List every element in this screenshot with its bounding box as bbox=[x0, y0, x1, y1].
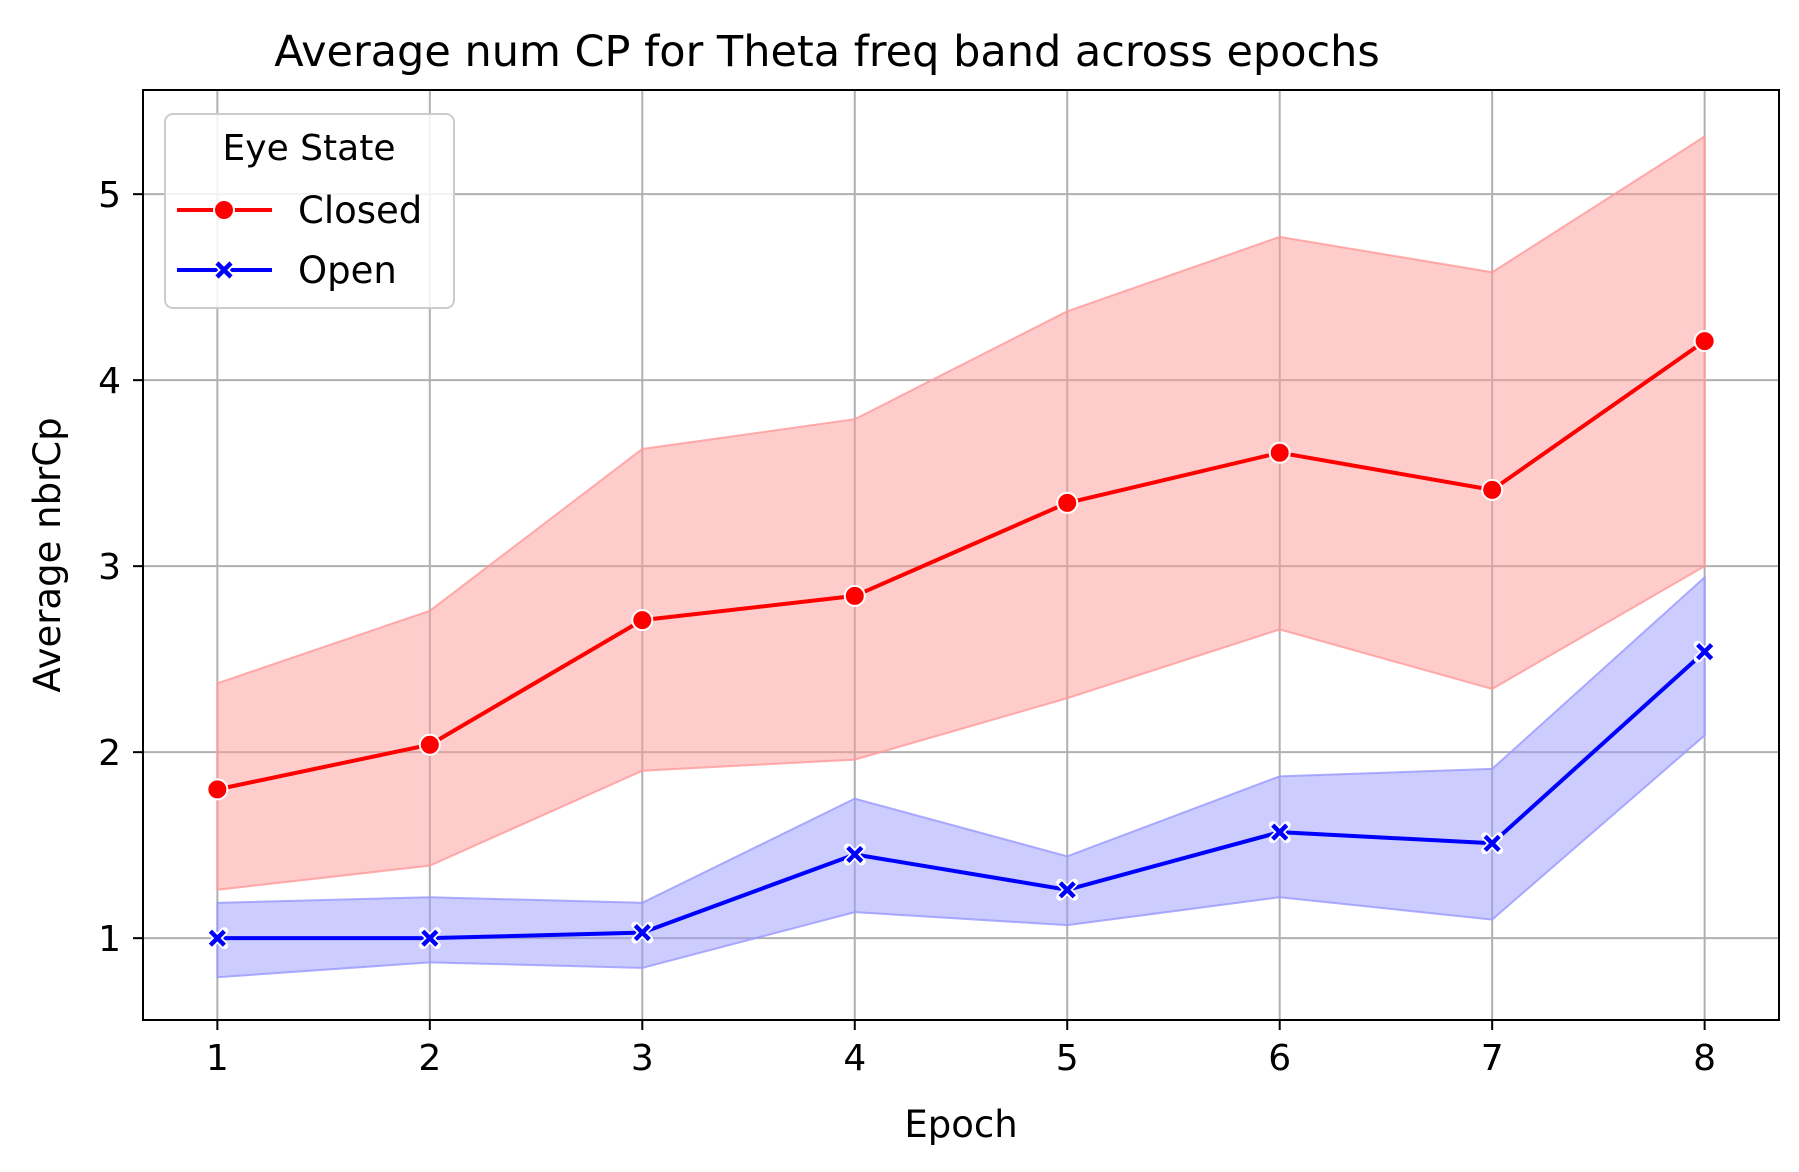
data-point-open bbox=[418, 927, 441, 950]
legend-item-open: Open bbox=[177, 249, 397, 292]
data-point-closed bbox=[1056, 491, 1079, 514]
x-tick-label: 4 bbox=[843, 1038, 866, 1079]
plot-frame bbox=[142, 89, 1780, 1021]
x-axis-ticks: 1 2 3 4 5 6 7 8 bbox=[206, 1020, 1716, 1079]
legend-marker-circle bbox=[213, 199, 235, 221]
data-point-open bbox=[206, 927, 229, 950]
y-axis-label: Average nbrCp bbox=[26, 417, 69, 692]
y-tick-label: 4 bbox=[98, 361, 121, 402]
x-tick-label: 6 bbox=[1268, 1038, 1291, 1079]
data-point-open bbox=[1056, 878, 1079, 901]
data-point-open bbox=[1268, 821, 1291, 844]
data-point-closed bbox=[1268, 441, 1291, 464]
x-tick-label: 2 bbox=[418, 1038, 441, 1079]
x-tick-label: 3 bbox=[631, 1038, 654, 1079]
data-point-open bbox=[843, 843, 866, 866]
y-tick-label: 2 bbox=[98, 733, 121, 774]
x-tick-label: 5 bbox=[1056, 1038, 1079, 1079]
data-point-open bbox=[631, 921, 654, 944]
series-line-closed bbox=[216, 339, 1706, 792]
x-tick-label: 7 bbox=[1481, 1038, 1504, 1079]
x-axis-label: Epoch bbox=[904, 1103, 1017, 1146]
data-point-closed bbox=[843, 584, 866, 607]
series-line-open bbox=[217, 650, 1706, 941]
legend-marker-x bbox=[215, 261, 233, 279]
x-tick-label: 1 bbox=[206, 1038, 229, 1079]
data-point-open bbox=[1693, 640, 1716, 663]
x-tick-label: 8 bbox=[1693, 1038, 1716, 1079]
y-tick-label: 5 bbox=[98, 175, 121, 216]
y-axis-ticks: 1 2 3 4 5 bbox=[98, 175, 143, 960]
legend-items: Closed Open bbox=[177, 189, 422, 292]
chart-title: Average num CP for Theta freq band acros… bbox=[274, 27, 1380, 77]
legend: Eye State Closed Open bbox=[164, 113, 455, 309]
data-point-closed bbox=[631, 609, 654, 632]
y-tick-label: 1 bbox=[98, 919, 121, 960]
legend-label: Closed bbox=[298, 189, 422, 232]
confidence-bands bbox=[216, 134, 1706, 979]
data-point-closed bbox=[206, 778, 229, 801]
confidence-band-open bbox=[216, 575, 1706, 979]
data-point-open bbox=[1481, 832, 1504, 855]
confidence-band-closed bbox=[216, 134, 1706, 891]
legend-item-closed: Closed bbox=[177, 189, 422, 232]
legend-label: Open bbox=[298, 249, 397, 292]
legend-box bbox=[164, 113, 455, 309]
data-point-closed bbox=[1693, 330, 1716, 353]
legend-title: Eye State bbox=[223, 128, 396, 169]
data-point-closed bbox=[1481, 478, 1504, 501]
data-point-closed bbox=[418, 733, 441, 756]
series-markers bbox=[206, 330, 1716, 950]
y-tick-label: 3 bbox=[98, 547, 121, 588]
series-lines bbox=[216, 339, 1706, 941]
